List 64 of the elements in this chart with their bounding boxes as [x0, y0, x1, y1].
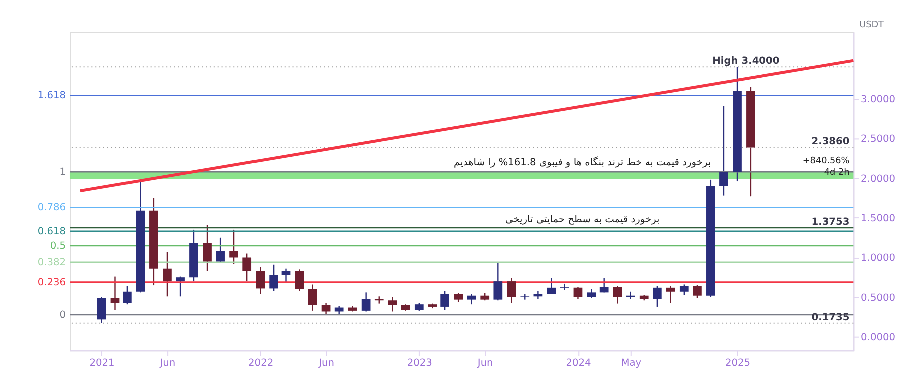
- text: 0.236: [38, 277, 66, 288]
- y-tick-label: 2.5000: [861, 134, 896, 146]
- candlestick: [560, 283, 570, 291]
- candlestick: [97, 296, 106, 324]
- candlestick: [176, 276, 185, 298]
- x-tick-label: 2024: [566, 358, 592, 369]
- y-tick-label: 3.0000: [861, 94, 896, 106]
- text: 0.786: [38, 202, 66, 214]
- x-tick-label: Jun: [318, 358, 334, 369]
- candlestick: [388, 296, 398, 312]
- candlestick: [680, 284, 689, 296]
- y-tick-label: 1.0000: [861, 253, 896, 264]
- candlestick: [216, 237, 225, 264]
- text: 1.618: [38, 90, 66, 102]
- candlestick: [440, 290, 450, 311]
- annotation: +840.56%: [802, 156, 850, 166]
- candlestick: [467, 294, 476, 306]
- x-tick-label: Jun: [159, 358, 176, 369]
- x-tick-label: 2025: [725, 358, 751, 369]
- candlestick: [295, 269, 304, 292]
- candlestick: [652, 286, 662, 308]
- x-tick-label: 2023: [407, 358, 432, 369]
- x-tick-label: 2022: [248, 358, 274, 369]
- text: 1: [60, 166, 66, 178]
- ref-line-label: High 3.4000: [712, 56, 780, 68]
- y-tick-label: 0.0000: [861, 332, 896, 344]
- x-tick-label: May: [621, 358, 642, 369]
- y-tick-label: 0.5000: [861, 292, 896, 304]
- text: 0.618: [38, 226, 66, 238]
- candlestick: [110, 276, 120, 311]
- candlestick: [163, 252, 172, 298]
- text: 0: [60, 310, 66, 321]
- candlestick: [574, 286, 583, 300]
- text: 0.5: [50, 240, 66, 252]
- annotation: 4d 2h: [824, 168, 850, 178]
- candlestick: [242, 253, 252, 282]
- candlestick: [282, 268, 291, 283]
- y-axis-title: USDT: [860, 20, 885, 30]
- candlestick: [270, 264, 279, 292]
- candlestick: [547, 278, 556, 295]
- candlestick: [494, 262, 503, 302]
- candlestick: [693, 284, 702, 299]
- ref-line-label: 0.1735: [812, 312, 850, 324]
- candlestick: [507, 278, 516, 304]
- text: 0.382: [38, 257, 66, 268]
- ref-line-label: 1.3753: [812, 216, 850, 228]
- candlestick: [613, 286, 622, 304]
- candlestick: [256, 266, 266, 295]
- y-tick-label: 2.0000: [861, 174, 896, 185]
- annotation: برخورد قیمت به خط ترند بنگاه ها و فیبوی 161.8% را شاهدیم: [454, 156, 712, 168]
- candlestick: [203, 224, 212, 272]
- candlestick: [230, 229, 238, 265]
- ref-line-label: 2.3860: [812, 136, 850, 148]
- annotation: برخورد قیمت به سطح حمایتی تاریخی: [505, 214, 660, 226]
- candlestick: [362, 292, 371, 312]
- candlestick: [600, 278, 609, 294]
- candlestick: [322, 302, 331, 315]
- y-tick-label: 1.5000: [861, 213, 896, 224]
- candlestick: [720, 105, 728, 196]
- candlestick: [308, 284, 318, 312]
- x-tick-label: 2021: [90, 358, 115, 369]
- candlestick: [122, 286, 132, 306]
- candlestick: [666, 286, 676, 304]
- x-tick-label: Jun: [476, 358, 494, 369]
